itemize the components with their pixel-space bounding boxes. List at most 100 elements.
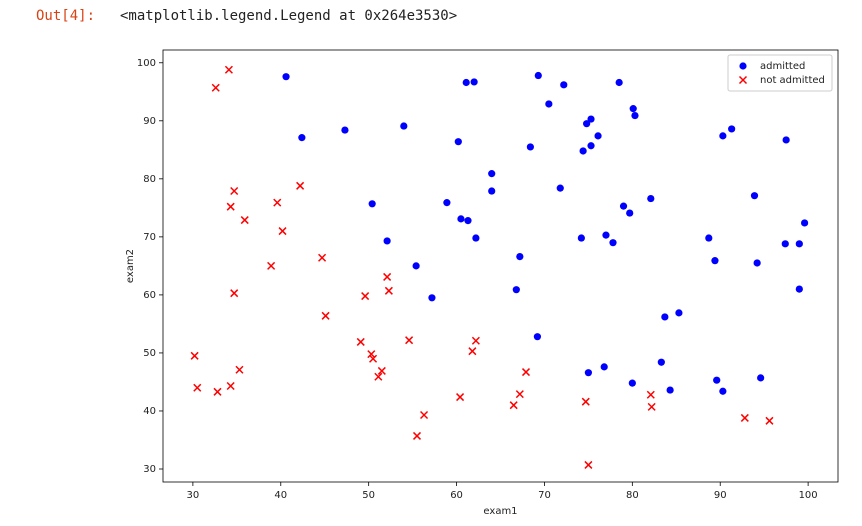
marker-x bbox=[765, 416, 774, 425]
marker-dot bbox=[526, 143, 534, 151]
marker-x bbox=[515, 390, 524, 399]
x-tick-label: 40 bbox=[274, 490, 287, 501]
marker-x bbox=[377, 366, 386, 375]
y-tick-label: 80 bbox=[143, 174, 156, 185]
marker-x bbox=[456, 393, 465, 402]
marker-x bbox=[521, 368, 531, 377]
legend-marker bbox=[738, 75, 748, 85]
marker-x bbox=[273, 198, 282, 207]
marker-dot bbox=[600, 363, 608, 371]
marker-x bbox=[240, 216, 249, 225]
marker-dot bbox=[587, 142, 595, 150]
marker-dot bbox=[750, 192, 759, 200]
marker-dot bbox=[583, 120, 591, 128]
marker-dot bbox=[472, 234, 480, 242]
marker-x bbox=[509, 401, 518, 410]
marker-dot bbox=[400, 122, 408, 130]
marker-dot bbox=[705, 234, 713, 242]
x-tick-label: 80 bbox=[626, 490, 639, 501]
y-tick-label: 60 bbox=[143, 290, 156, 301]
y-tick-label: 90 bbox=[143, 116, 156, 127]
marker-dot bbox=[619, 202, 628, 210]
marker-dot bbox=[602, 231, 610, 239]
marker-x bbox=[318, 253, 327, 262]
x-tick-label: 70 bbox=[538, 490, 551, 501]
marker-dot bbox=[584, 369, 592, 377]
marker-x bbox=[230, 186, 239, 196]
marker-dot bbox=[341, 126, 349, 134]
marker-dot bbox=[462, 78, 470, 87]
marker-x bbox=[321, 311, 330, 320]
marker-dot bbox=[512, 286, 520, 294]
marker-dot bbox=[719, 132, 727, 140]
marker-dot bbox=[711, 257, 719, 265]
marker-x bbox=[278, 227, 287, 236]
marker-dot bbox=[560, 81, 568, 89]
marker-dot bbox=[795, 240, 803, 248]
x-tick-label: 90 bbox=[714, 490, 727, 501]
marker-dot bbox=[579, 147, 587, 155]
marker-dot bbox=[757, 374, 765, 382]
marker-x bbox=[211, 83, 220, 92]
marker-x bbox=[296, 181, 305, 190]
marker-x bbox=[584, 460, 593, 469]
marker-dot bbox=[713, 376, 721, 384]
marker-x bbox=[224, 65, 233, 74]
marker-dot bbox=[488, 170, 496, 178]
marker-x bbox=[374, 372, 383, 381]
y-axis-label: exam2 bbox=[125, 249, 136, 283]
marker-dot bbox=[383, 237, 391, 245]
marker-dot bbox=[556, 184, 564, 192]
y-tick-label: 100 bbox=[137, 58, 156, 69]
x-tick-label: 60 bbox=[450, 490, 463, 501]
marker-dot bbox=[488, 187, 496, 195]
legend-marker bbox=[739, 62, 747, 70]
marker-x bbox=[230, 289, 239, 298]
marker-x bbox=[647, 402, 656, 411]
x-axis-label: exam1 bbox=[483, 506, 517, 517]
marker-x bbox=[367, 350, 376, 359]
marker-dot bbox=[781, 240, 789, 248]
marker-dot bbox=[470, 78, 478, 86]
marker-x bbox=[190, 351, 199, 360]
marker-x bbox=[361, 292, 370, 301]
legend-label: admitted bbox=[760, 61, 805, 72]
output-text: <matplotlib.legend.Legend at 0x264e3530> bbox=[120, 8, 458, 24]
marker-dot bbox=[626, 209, 634, 217]
marker-dot bbox=[516, 252, 524, 261]
marker-dot bbox=[533, 333, 542, 341]
marker-dot bbox=[464, 217, 472, 225]
x-tick-label: 50 bbox=[362, 490, 375, 501]
marker-dot bbox=[457, 215, 465, 223]
marker-x bbox=[193, 383, 202, 392]
marker-dot bbox=[298, 134, 306, 142]
legend-label: not admitted bbox=[760, 75, 825, 86]
marker-dot bbox=[587, 115, 595, 123]
marker-x bbox=[740, 413, 749, 422]
marker-dot bbox=[719, 387, 727, 395]
marker-x bbox=[384, 286, 393, 295]
marker-dot bbox=[282, 73, 290, 81]
marker-x bbox=[226, 381, 235, 391]
marker-dot bbox=[647, 194, 655, 203]
plot-area bbox=[162, 49, 839, 483]
marker-dot bbox=[412, 262, 420, 270]
marker-x bbox=[226, 202, 235, 211]
marker-dot bbox=[657, 358, 665, 366]
x-tick-label: 100 bbox=[799, 490, 818, 501]
marker-dot bbox=[675, 309, 683, 317]
marker-x bbox=[646, 390, 655, 399]
marker-x bbox=[213, 387, 222, 396]
marker-dot bbox=[728, 125, 736, 133]
marker-x bbox=[369, 354, 378, 363]
y-tick-label: 70 bbox=[143, 232, 156, 243]
y-tick-label: 30 bbox=[143, 464, 156, 475]
marker-dot bbox=[594, 132, 602, 140]
marker-dot bbox=[545, 100, 553, 108]
marker-dot bbox=[628, 379, 636, 387]
marker-dot bbox=[795, 285, 803, 293]
output-prompt: Out[4]: bbox=[36, 8, 96, 24]
marker-x bbox=[235, 365, 244, 374]
